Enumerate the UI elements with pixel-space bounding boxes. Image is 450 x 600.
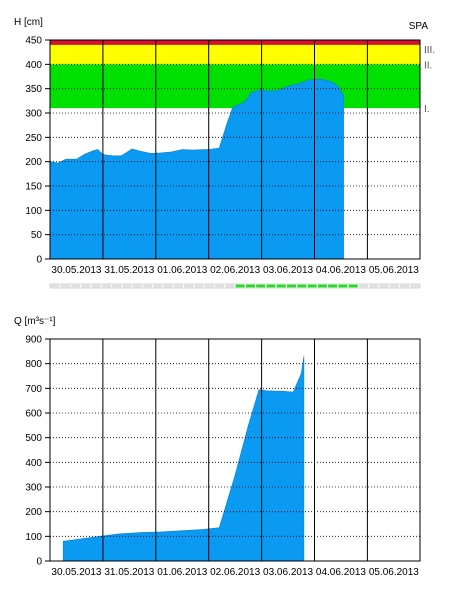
y-tick-label: 150: [25, 182, 42, 193]
status-segment: [50, 284, 60, 288]
y-tick-label: 0: [36, 255, 42, 266]
water-level-chart: 0 50 100 150 200 250 300 350 400 450 30.05.2013 31.…: [14, 17, 435, 289]
y-tick-label: 100: [25, 206, 42, 217]
y-tick-label: 400: [25, 60, 42, 71]
status-segment-active: [256, 284, 266, 288]
status-segment: [81, 284, 91, 288]
y-tick-label: 50: [31, 230, 43, 241]
status-segment-active: [338, 284, 348, 288]
y-tick-label: 100: [25, 532, 42, 543]
status-segment: [358, 284, 369, 288]
status-segment-active: [297, 284, 307, 288]
threshold-label: III.: [424, 45, 435, 56]
x-tick-label: 30.05.2013: [51, 567, 101, 578]
status-segment: [91, 284, 101, 288]
y-tick-label: 500: [25, 433, 42, 444]
status-segment-active: [328, 284, 338, 288]
status-segment: [410, 284, 420, 288]
x-tick-label: 02.06.2013: [210, 567, 260, 578]
status-segment: [215, 284, 225, 288]
status-segment: [379, 284, 389, 288]
threshold-band-yellow: [50, 44, 420, 65]
area-series: [62, 356, 305, 562]
x-tick-label: 31.05.2013: [104, 567, 154, 578]
status-segment: [112, 284, 122, 288]
status-segment-active: [266, 284, 276, 288]
status-segment-active: [348, 284, 358, 288]
threshold-band-red: [50, 40, 420, 45]
status-segment-active: [245, 284, 255, 288]
status-segment-active: [235, 284, 245, 288]
y-tick-label: 700: [25, 384, 42, 395]
plot-frame: [49, 338, 421, 562]
y-tick-label: 900: [25, 335, 42, 346]
y-tick-label: 350: [25, 84, 42, 95]
y-tick-label: 200: [25, 507, 42, 518]
x-tick-label: 01.06.2013: [157, 265, 207, 276]
x-tick-label: 31.05.2013: [104, 265, 154, 276]
status-segment-active: [286, 284, 297, 288]
x-tick-label: 04.06.2013: [316, 265, 366, 276]
y-tick-label: 300: [25, 109, 42, 120]
status-segment: [369, 284, 379, 288]
x-tick-label: 05.06.2013: [369, 265, 419, 276]
status-segment: [153, 284, 163, 288]
area-series: [49, 78, 344, 260]
status-segment: [132, 284, 142, 288]
y-tick-label: 250: [25, 133, 42, 144]
y-tick-label: 0: [36, 557, 42, 568]
threshold-label: II.: [424, 60, 432, 71]
y-tick-label: 450: [25, 36, 42, 47]
status-segment: [184, 284, 194, 288]
status-segment-active: [307, 284, 317, 288]
y-tick-label: 600: [25, 409, 42, 420]
y-axis-title: Q [m³s⁻¹]: [14, 316, 56, 327]
x-tick-label: 01.06.2013: [157, 567, 207, 578]
status-segment: [194, 284, 204, 288]
status-segment: [173, 284, 184, 288]
status-segment: [225, 284, 235, 288]
plot-frame: [49, 39, 421, 260]
x-tick-label: 05.06.2013: [369, 567, 419, 578]
status-segment-active: [276, 284, 286, 288]
y-axis-title: H [cm]: [14, 17, 43, 28]
discharge-chart: 0 100 200 300 400 500 600 700 800 900 30.05.2013 31…: [14, 316, 421, 578]
threshold-label: I.: [424, 104, 430, 115]
spa-label: SPA: [409, 21, 429, 32]
status-segment: [60, 284, 70, 288]
threshold-band-green: [50, 64, 420, 109]
x-tick-label: 03.06.2013: [263, 265, 313, 276]
status-segment: [204, 284, 214, 288]
status-segment: [101, 284, 112, 288]
status-segment: [389, 284, 399, 288]
status-bar: [49, 283, 421, 289]
y-tick-label: 400: [25, 458, 42, 469]
x-tick-label: 30.05.2013: [51, 265, 101, 276]
status-segment: [400, 284, 410, 288]
y-tick-label: 200: [25, 157, 42, 168]
status-segment: [71, 284, 81, 288]
status-segment: [143, 284, 153, 288]
status-segment: [163, 284, 173, 288]
y-tick-label: 800: [25, 359, 42, 370]
y-tick-label: 300: [25, 483, 42, 494]
x-tick-label: 03.06.2013: [263, 567, 313, 578]
status-segment: [122, 284, 132, 288]
status-segment-active: [317, 284, 327, 288]
x-tick-label: 04.06.2013: [316, 567, 366, 578]
x-tick-label: 02.06.2013: [210, 265, 260, 276]
